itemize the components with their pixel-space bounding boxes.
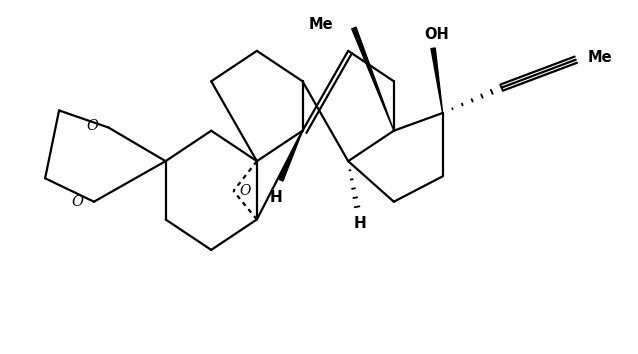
Polygon shape — [352, 27, 394, 131]
Text: H: H — [354, 216, 367, 231]
Text: Me: Me — [309, 17, 334, 32]
Text: O: O — [72, 195, 84, 209]
Text: H: H — [269, 190, 282, 205]
Text: Me: Me — [587, 50, 612, 65]
Polygon shape — [279, 131, 302, 181]
Text: O: O — [240, 184, 251, 198]
Text: O: O — [86, 119, 98, 133]
Polygon shape — [431, 48, 443, 113]
Text: OH: OH — [424, 27, 449, 42]
